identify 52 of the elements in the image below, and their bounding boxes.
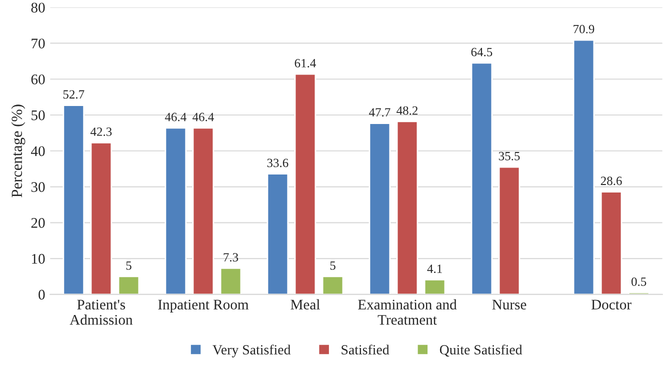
y-tick-label: 70: [32, 38, 45, 48]
bar: [164, 127, 187, 294]
data-label: 61.4: [294, 58, 316, 68]
legend-label: Very Satisfied: [212, 344, 291, 358]
data-label: 46.4: [164, 112, 186, 122]
bar: [266, 173, 289, 294]
data-label: 33.6: [267, 158, 288, 168]
bar: [368, 122, 391, 294]
bar: [294, 73, 316, 294]
x-tick-label: Examination and Treatment: [358, 299, 457, 325]
data-label: 0.5: [632, 277, 646, 286]
y-axis-title: Percentage (%): [11, 104, 26, 198]
data-label: 70.9: [574, 24, 594, 34]
data-label: 64.5: [471, 48, 492, 56]
y-tick-label: 80: [31, 2, 45, 13]
y-tick-label: 60: [31, 74, 45, 84]
bar: [192, 127, 214, 294]
y-tick-label: 0: [38, 290, 45, 300]
data-label: 52.7: [63, 90, 84, 99]
data-label: 5: [126, 261, 132, 270]
data-label: 48.2: [396, 106, 418, 115]
bar: [118, 276, 140, 294]
data-label: 35.5: [498, 152, 520, 160]
x-tick-label: Inpatient Room: [158, 300, 249, 312]
bar: [62, 104, 85, 294]
bar: [498, 166, 520, 294]
bar: [470, 62, 493, 294]
data-label: 5: [330, 261, 336, 270]
y-tick-label: 30: [31, 182, 45, 192]
data-label: 46.4: [192, 112, 214, 122]
data-label: 42.3: [90, 128, 112, 136]
y-tick-label: 10: [32, 254, 45, 264]
data-label: 4.1: [427, 264, 442, 274]
x-tick-label: Doctor: [591, 300, 632, 310]
x-tick-label: Meal: [290, 299, 320, 310]
x-tick-label: Patient's Admission: [70, 300, 133, 325]
x-tick-label: Nurse: [492, 300, 526, 310]
bar: [572, 39, 595, 294]
bar: [90, 142, 112, 294]
bar: [600, 191, 622, 294]
bar: [322, 276, 344, 294]
data-label: 47.7: [369, 108, 390, 117]
bar: [220, 268, 242, 294]
y-tick-label: 20: [31, 218, 45, 228]
y-tick-label: 50: [32, 110, 45, 120]
legend-label: Quite Satisfied: [440, 344, 522, 357]
data-label: 7.3: [224, 253, 238, 262]
legend-label: Satisfied: [342, 344, 390, 354]
data-label: 28.6: [600, 176, 622, 186]
y-tick-label: 40: [31, 146, 45, 156]
bar: [396, 120, 418, 294]
bar: [424, 278, 446, 294]
